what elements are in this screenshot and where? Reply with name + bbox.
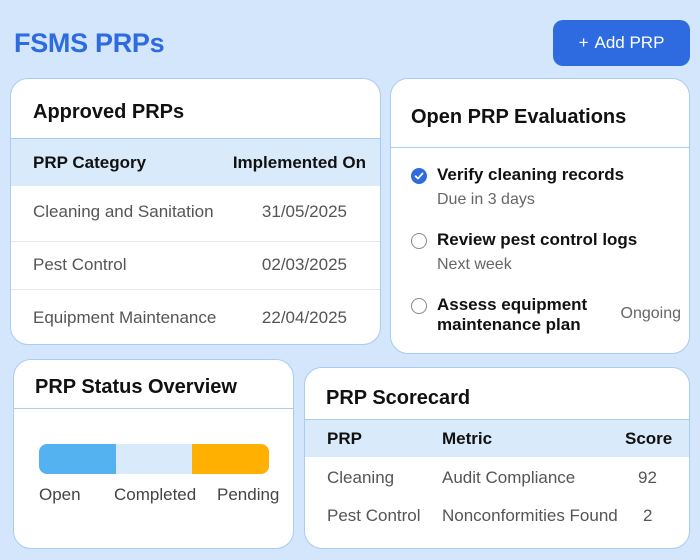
evaluation-due: Due in 3 days (437, 191, 535, 208)
add-prp-button[interactable]: + Add PRP (553, 20, 690, 66)
checked-circle-icon[interactable] (411, 168, 427, 184)
scorecard-score: 92 (638, 468, 657, 487)
column-header-implemented-on: Implemented On (232, 152, 366, 172)
page-title: FSMS PRPs (14, 28, 165, 58)
unchecked-circle-icon[interactable] (411, 233, 427, 249)
legend-pending-label: Pending (217, 485, 280, 504)
open-evaluations-title: Open PRP Evaluations (411, 106, 627, 128)
implemented-date: 31/05/2025 (261, 202, 347, 221)
open-evaluations-card: Open PRP Evaluations Verify cleaning rec… (390, 78, 690, 354)
scorecard-card: PRP Scorecard PRP Metric Score Cleaning … (304, 367, 690, 549)
prp-category: Pest Control (33, 255, 127, 274)
plus-icon: + (578, 33, 589, 52)
approved-prps-card: Approved PRPs PRP Category Implemented O… (10, 78, 381, 345)
scorecard-score: 2 (643, 506, 653, 525)
status-overview-title: PRP Status Overview (35, 376, 237, 398)
prp-category: Cleaning and Sanitation (33, 202, 214, 221)
table-row[interactable]: Cleaning and Sanitation 31/05/2025 (11, 186, 380, 238)
approved-table-header: PRP Category Implemented On (11, 138, 380, 186)
evaluation-item[interactable]: Review pest control logs Next week (411, 230, 681, 274)
status-overview-card: PRP Status Overview Open Completed Pendi… (13, 359, 294, 549)
column-header-metric: Metric (442, 429, 493, 448)
column-header-prp: PRP (327, 429, 362, 448)
scorecard-metric: Audit Compliance (442, 468, 576, 487)
completed-segment (115, 444, 193, 474)
implemented-date: 22/04/2025 (261, 308, 347, 327)
evaluation-due: Next week (437, 256, 512, 273)
unchecked-circle-icon[interactable] (411, 298, 427, 314)
scorecard-metric: Nonconformities Found (442, 506, 618, 525)
column-header-category: PRP Category (33, 152, 147, 172)
implemented-date: 02/03/2025 (261, 255, 347, 274)
scorecard-prp: Cleaning (327, 468, 395, 487)
header-divider (391, 147, 689, 148)
scorecard-prp: Pest Control (327, 506, 421, 525)
evaluation-name-line-1: Assess equipment (437, 295, 588, 314)
approved-prps-title: Approved PRPs (33, 101, 185, 123)
status-progress-bar (39, 444, 269, 474)
scorecard-title: PRP Scorecard (326, 387, 471, 409)
header-divider (14, 408, 293, 409)
row-divider (11, 289, 380, 290)
open-segment (39, 444, 116, 474)
evaluation-name: Review pest control logs (437, 230, 638, 249)
evaluation-item[interactable]: Verify cleaning records Due in 3 days (411, 165, 681, 209)
evaluation-name: Verify cleaning records (437, 165, 625, 184)
evaluation-status: Ongoing (620, 305, 682, 322)
evaluation-item[interactable]: Assess equipment maintenance plan Ongoin… (411, 295, 681, 339)
legend-completed-label: Completed (114, 485, 197, 504)
add-prp-label: Add PRP (594, 33, 665, 52)
column-header-score: Score (625, 429, 673, 448)
evaluation-name-line-2: maintenance plan (437, 315, 581, 334)
table-row[interactable]: Cleaning Audit Compliance 92 (305, 460, 689, 496)
table-row[interactable]: Equipment Maintenance 22/04/2025 (11, 292, 380, 344)
table-row[interactable]: Pest Control 02/03/2025 (11, 239, 380, 291)
legend-open-label: Open (39, 485, 81, 504)
pending-segment (192, 444, 269, 474)
row-divider (11, 241, 380, 242)
table-row[interactable]: Pest Control Nonconformities Found 2 (305, 498, 689, 534)
prp-category: Equipment Maintenance (33, 308, 217, 327)
scorecard-table-header: PRP Metric Score (305, 419, 689, 457)
